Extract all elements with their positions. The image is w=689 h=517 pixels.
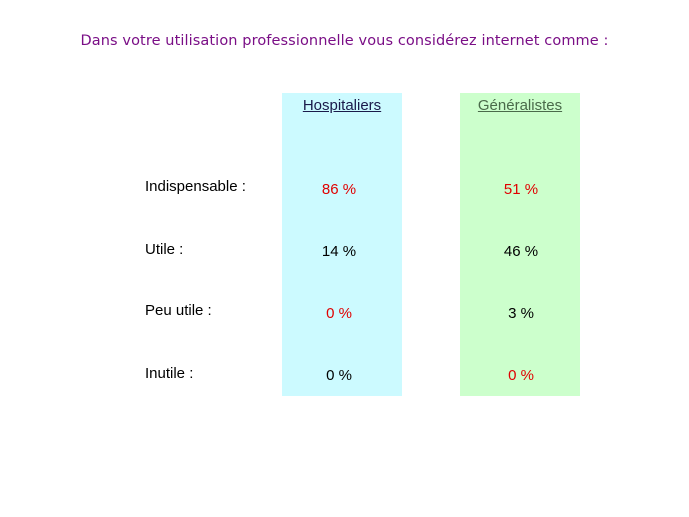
value-hospitaliers-inutile: 0 %	[326, 367, 352, 384]
value-generalistes-indispensable: 51 %	[503, 181, 539, 198]
value-hospitaliers-utile: 14 %	[321, 243, 357, 260]
row-label-utile: Utile :	[145, 241, 184, 258]
hospitaliers-column-background	[282, 93, 402, 396]
slide-title: Dans votre utilisation professionnelle v…	[80, 33, 609, 49]
value-hospitaliers-indispensable: 86 %	[321, 181, 357, 198]
row-label-peu-utile: Peu utile :	[145, 302, 212, 319]
row-label-indispensable: Indispensable :	[145, 178, 246, 195]
value-generalistes-utile: 46 %	[503, 243, 539, 260]
value-generalistes-peu-utile: 3 %	[508, 305, 534, 322]
value-generalistes-inutile: 0 %	[508, 367, 534, 384]
generalistes-header: Généralistes	[477, 97, 563, 114]
value-hospitaliers-peu-utile: 0 %	[326, 305, 352, 322]
hospitaliers-header: Hospitaliers	[302, 97, 382, 114]
generalistes-column-background	[460, 93, 580, 396]
row-label-inutile: Inutile :	[145, 365, 194, 382]
